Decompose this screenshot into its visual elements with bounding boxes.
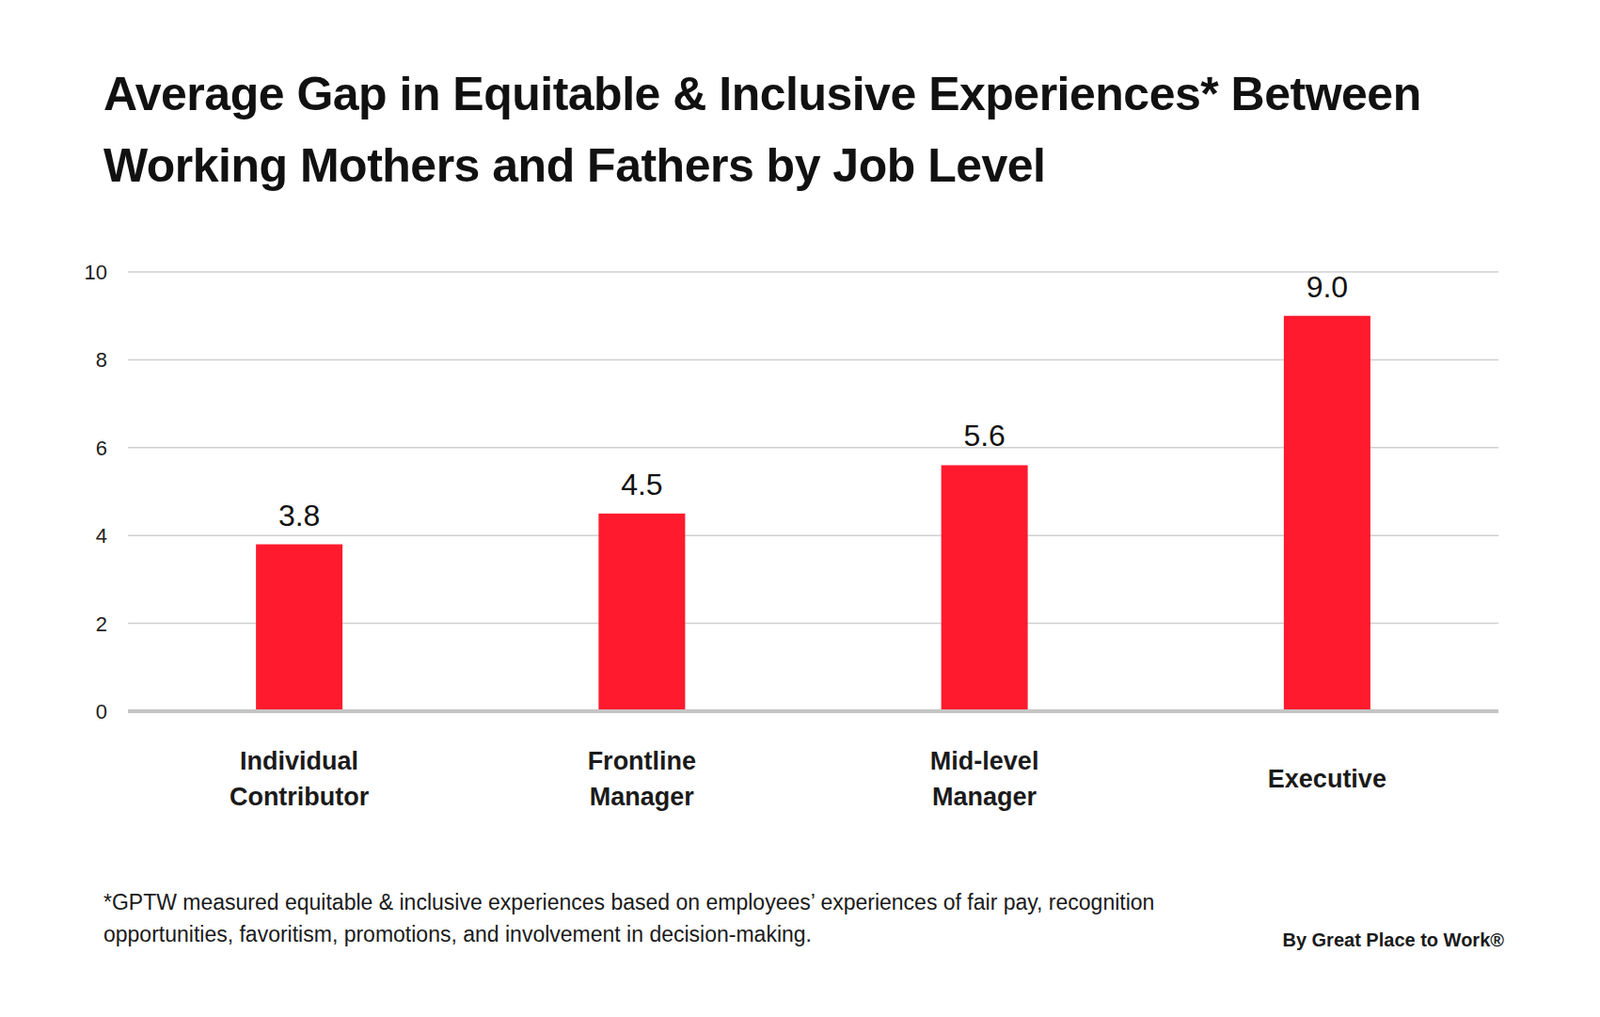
tick-label: 2 (95, 612, 108, 636)
source: By Great Place to Work® (1282, 929, 1505, 951)
data-label: 9.0 (1306, 269, 1348, 304)
category-label: Frontline Manager (556, 739, 727, 819)
title: Average Gap in Equitable & Inclusive Exp… (103, 58, 1534, 202)
grid-line (127, 709, 1499, 713)
data-label: 3.8 (278, 498, 320, 533)
data-label: 4.5 (620, 467, 663, 502)
tick-label: 6 (95, 436, 108, 460)
bar (255, 544, 343, 712)
tick-label: 10 (84, 260, 108, 285)
tick-label: 4 (95, 523, 108, 548)
bar (1283, 316, 1371, 712)
tick-label: 0 (95, 699, 108, 724)
tick-label: 8 (95, 348, 108, 372)
category-label: Mid-level Manager (900, 739, 1070, 819)
data-label: 5.6 (963, 418, 1005, 453)
bar (941, 464, 1029, 712)
grid-line (127, 270, 1499, 273)
bar (598, 513, 685, 712)
bars (255, 316, 1371, 712)
footnote: *GPTW measured equitable & inclusive exp… (103, 886, 1289, 951)
category-label: Individual Contributor (214, 739, 384, 819)
axis-line (127, 709, 1499, 713)
category-label: Executive (1228, 739, 1426, 819)
